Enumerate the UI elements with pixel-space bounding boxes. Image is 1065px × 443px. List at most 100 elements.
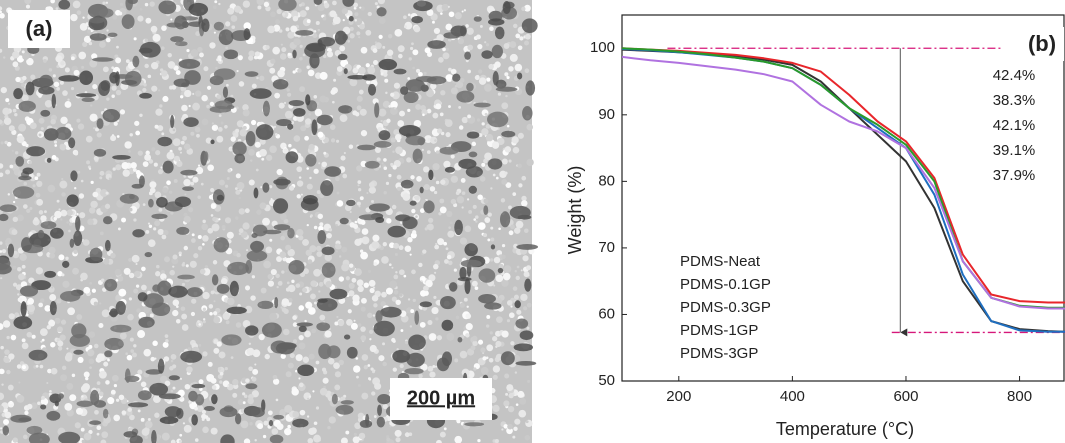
speck bbox=[255, 51, 260, 56]
speck bbox=[54, 211, 62, 219]
speck bbox=[290, 25, 297, 32]
speck bbox=[455, 85, 458, 88]
speck bbox=[422, 149, 424, 151]
speck bbox=[149, 1, 154, 6]
speck bbox=[432, 21, 435, 24]
speck bbox=[90, 201, 97, 208]
speck bbox=[390, 163, 393, 166]
pore bbox=[377, 405, 382, 416]
speck bbox=[61, 192, 65, 196]
speck bbox=[155, 109, 162, 116]
speck bbox=[477, 439, 480, 442]
speck bbox=[134, 37, 137, 40]
speck bbox=[319, 95, 326, 102]
speck bbox=[46, 382, 48, 384]
speck bbox=[270, 59, 275, 64]
pore bbox=[182, 186, 194, 191]
speck bbox=[508, 393, 513, 398]
pore bbox=[82, 97, 95, 102]
speck bbox=[89, 282, 92, 285]
speck bbox=[400, 329, 403, 332]
speck bbox=[115, 57, 121, 63]
speck bbox=[309, 245, 316, 252]
speck bbox=[145, 18, 151, 24]
speck bbox=[203, 308, 206, 311]
speck bbox=[168, 53, 172, 57]
speck bbox=[340, 156, 345, 161]
speck bbox=[224, 125, 228, 129]
speck bbox=[269, 313, 277, 321]
pore bbox=[423, 200, 434, 213]
speck bbox=[83, 287, 90, 294]
speck bbox=[512, 192, 516, 196]
pore bbox=[439, 147, 458, 155]
speck bbox=[295, 370, 298, 373]
pore bbox=[317, 115, 333, 125]
speck bbox=[245, 378, 250, 383]
pore bbox=[75, 216, 80, 231]
speck bbox=[379, 17, 386, 24]
speck bbox=[335, 224, 337, 226]
speck bbox=[72, 268, 79, 275]
speck bbox=[306, 66, 309, 69]
pore bbox=[329, 289, 347, 300]
pore bbox=[148, 199, 154, 208]
speck bbox=[107, 397, 114, 404]
speck bbox=[342, 174, 347, 179]
speck bbox=[487, 238, 490, 241]
speck bbox=[475, 215, 478, 218]
speck bbox=[23, 182, 27, 186]
speck bbox=[263, 435, 266, 438]
speck bbox=[8, 103, 10, 105]
pore bbox=[55, 127, 71, 140]
speck bbox=[94, 410, 99, 415]
speck bbox=[182, 324, 189, 331]
speck bbox=[391, 137, 396, 142]
speck bbox=[309, 288, 312, 291]
speck bbox=[36, 267, 43, 274]
speck bbox=[371, 200, 374, 203]
speck bbox=[434, 139, 437, 142]
speck bbox=[515, 64, 523, 72]
pore bbox=[380, 307, 402, 318]
speck bbox=[12, 150, 14, 152]
pore bbox=[183, 117, 198, 127]
speck bbox=[211, 204, 216, 209]
speck bbox=[282, 13, 285, 16]
speck bbox=[234, 6, 241, 13]
speck bbox=[344, 152, 346, 154]
speck bbox=[416, 69, 420, 73]
speck bbox=[54, 141, 57, 144]
speck bbox=[69, 394, 76, 401]
pore bbox=[517, 72, 522, 79]
speck bbox=[117, 135, 120, 138]
speck bbox=[477, 44, 482, 49]
speck bbox=[275, 274, 279, 278]
speck bbox=[252, 377, 257, 382]
speck bbox=[180, 378, 182, 380]
speck bbox=[92, 289, 96, 293]
pore bbox=[262, 183, 269, 193]
pore bbox=[0, 204, 17, 212]
speck bbox=[395, 300, 400, 305]
y-tick-label: 70 bbox=[598, 239, 615, 256]
speck bbox=[397, 187, 401, 191]
speck bbox=[162, 433, 170, 441]
speck bbox=[509, 312, 515, 318]
speck bbox=[36, 193, 41, 198]
speck bbox=[200, 269, 206, 275]
pore bbox=[299, 326, 307, 332]
speck bbox=[106, 2, 108, 4]
speck bbox=[287, 425, 291, 429]
speck bbox=[210, 188, 214, 192]
pore bbox=[466, 166, 483, 177]
speck bbox=[296, 229, 303, 236]
speck bbox=[182, 283, 185, 286]
speck bbox=[405, 341, 408, 344]
pore bbox=[488, 18, 505, 25]
pore bbox=[138, 390, 152, 400]
pore bbox=[297, 322, 313, 326]
speck bbox=[179, 434, 182, 437]
speck bbox=[277, 9, 282, 14]
speck bbox=[480, 347, 485, 352]
